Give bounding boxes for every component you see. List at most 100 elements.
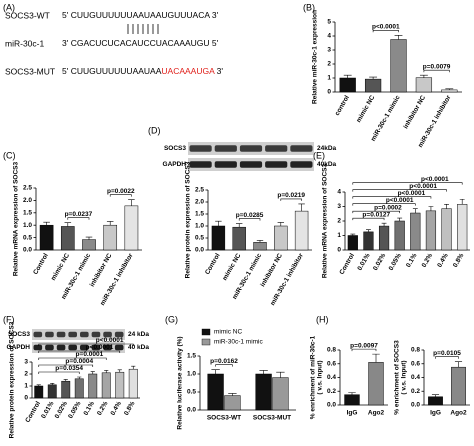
error-bar [445, 88, 454, 90]
significance-bracket [352, 203, 416, 206]
x-tick-label: 0.4% [436, 252, 450, 269]
legend-label: miR-30c-1 mimic [214, 339, 264, 346]
bar [207, 373, 224, 411]
error-bar [131, 365, 136, 370]
panel-label: (G) [165, 314, 178, 324]
significance-bracket [423, 69, 450, 73]
y-tick-label: 0.4 [411, 374, 420, 381]
significance-bracket [372, 30, 399, 33]
sequence-part: 5' [210, 38, 219, 48]
x-tick-label: 0.8% [123, 400, 137, 417]
error-bar [276, 371, 285, 378]
y-tick-label: 2.0 [23, 197, 32, 204]
bar [364, 78, 382, 93]
significance-bracket [280, 198, 302, 201]
bar [363, 231, 374, 251]
panel-label: (A) [3, 2, 15, 12]
blot-size: 24 kDa [128, 331, 149, 338]
y-tick-label: 0.0 [195, 247, 204, 254]
error-bar [369, 76, 378, 80]
blot-band [56, 344, 66, 351]
y-tick-label: 0.4 [327, 374, 336, 381]
bar [74, 378, 84, 399]
error-bar [372, 353, 380, 363]
panel-label: (C) [3, 150, 16, 160]
x-tick-label: mimic NC [50, 252, 71, 282]
significance-bracket [38, 343, 134, 346]
significance-bracket [238, 218, 261, 221]
error-bar [85, 236, 93, 240]
y-axis-label: ( v.s. Input) [401, 360, 408, 394]
error-bar [50, 383, 55, 385]
x-tick-label: 0.2% [96, 400, 110, 417]
sequence: 3' CGACUCUCACAUCCUACAAAUGU 5' [62, 38, 219, 48]
error-bar [454, 361, 463, 368]
error-bar [259, 370, 268, 374]
y-tick-label: 2.5 [195, 187, 204, 194]
error-bar [211, 369, 220, 374]
error-bar [343, 74, 352, 78]
error-bar [428, 206, 434, 211]
x-tick-label: Control [338, 252, 356, 276]
sequence-part: UACAAAUGU [156, 38, 210, 48]
error-bar [63, 379, 68, 382]
y-axis-label: % enrichment of miR-30c-1 [310, 335, 317, 419]
error-bar [419, 74, 428, 78]
bar [101, 372, 111, 399]
bar [39, 224, 54, 251]
y-tick-label: 0.6 [411, 360, 420, 367]
bar [441, 89, 458, 93]
x-tick-label: Ago2 [450, 410, 467, 417]
blot-band [189, 161, 212, 168]
error-bar [64, 222, 72, 227]
p-value: p<0.0001 [398, 190, 426, 197]
y-tick-label: 0.5 [195, 235, 204, 242]
x-tick-label: 0.4% [109, 400, 123, 417]
y-tick-label: 2 [337, 218, 341, 225]
y-tick-label: 4 [337, 189, 341, 196]
y-tick-label: 1 [24, 383, 28, 390]
sequence-name: SOCS3-WT [5, 10, 50, 20]
blot-band [103, 331, 112, 338]
x-tick-label: Control [24, 400, 42, 424]
error-bar [90, 371, 95, 374]
y-tick-label: 1 [337, 232, 341, 239]
y-tick-label: 1.0 [195, 223, 204, 230]
x-tick-label: IgG [347, 410, 358, 417]
significance-bracket [38, 364, 94, 367]
sequence-name: SOCS3-MUT [5, 66, 55, 76]
significance-bracket [352, 182, 463, 185]
significance-bracket [38, 371, 80, 374]
bar [425, 210, 437, 251]
blot-background [32, 329, 125, 340]
p-value: p=0.0001 [76, 351, 104, 358]
p-value: p<0.0001 [372, 24, 400, 31]
p-value: p=0.0354 [55, 365, 83, 372]
blot-label: SOCS3 [8, 331, 30, 338]
error-bar [77, 376, 82, 379]
bar [255, 373, 272, 411]
significance-bracket [351, 348, 377, 352]
error-bar [104, 370, 109, 373]
p-value: p<0.0001 [86, 344, 114, 351]
legend-swatch [201, 328, 211, 336]
p-value: p=0.0237 [65, 211, 93, 218]
error-bar [235, 223, 243, 228]
bar [457, 204, 468, 251]
significance-bracket [435, 356, 459, 359]
bar [128, 368, 138, 399]
sequence-part: 3' CGACUCUCACAUCC [62, 38, 156, 48]
error-bar [128, 199, 135, 206]
x-tick-label: Control [204, 252, 222, 276]
blot-band [265, 145, 288, 152]
p-value: p=0.0127 [362, 211, 390, 218]
error-bar [106, 221, 114, 226]
y-tick-label: 0.5 [23, 234, 32, 241]
error-bar [256, 240, 264, 243]
y-tick-label: 0.0 [411, 402, 420, 409]
y-tick-label: 2 [24, 371, 28, 378]
p-value: p<0.0001 [386, 197, 414, 204]
y-tick-label: 1 [327, 75, 331, 82]
pairing-lines [127, 24, 159, 34]
x-tick-label: Ago2 [368, 410, 385, 417]
